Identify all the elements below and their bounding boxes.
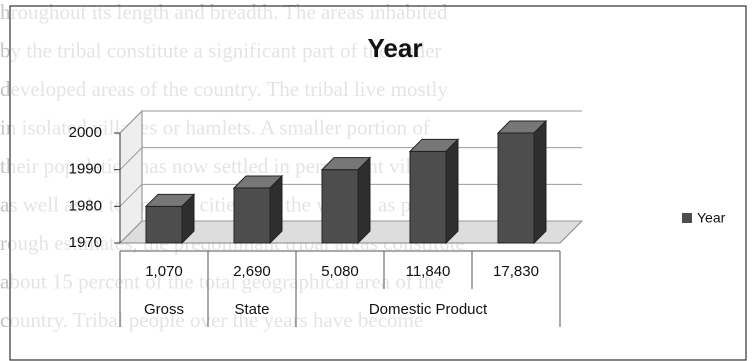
group-label: State [234, 301, 269, 318]
bar-front [321, 169, 359, 244]
bar [408, 138, 460, 245]
chart-title: Year [368, 33, 423, 63]
legend-label: Year [697, 210, 726, 226]
legend-swatch [682, 213, 692, 223]
y-tick-label: 1990 [69, 161, 102, 178]
x-tick-label: 11,840 [406, 263, 451, 280]
bar-side [181, 193, 195, 245]
bar-front [233, 187, 271, 244]
x-tick-label: 2,690 [233, 263, 271, 280]
plot: 1970 1980 1990 2000 1,070 2,690 5,080 11,840 17,… [69, 109, 726, 327]
bar-front [409, 150, 447, 244]
bar [144, 193, 196, 245]
group-label: Domestic Product [369, 301, 488, 318]
bar [320, 156, 372, 245]
bar-side [269, 174, 283, 245]
bar [232, 174, 284, 245]
bar-front [497, 132, 535, 244]
back-wall [119, 109, 143, 245]
y-tick-label: 1970 [69, 234, 102, 251]
bar [496, 119, 548, 245]
x-tick-label: 5,080 [321, 263, 359, 280]
group-label: Gross [144, 301, 184, 318]
y-tick-label: 2000 [69, 124, 102, 141]
x-tick-label: 1,070 [145, 263, 183, 280]
bar-front [145, 205, 183, 244]
grid-line [119, 110, 582, 134]
bar-side [445, 138, 459, 245]
y-tick-label: 1980 [69, 197, 102, 214]
bar-side [533, 119, 547, 245]
x-tick-label: 17,830 [493, 263, 539, 280]
bar-side [357, 156, 371, 245]
